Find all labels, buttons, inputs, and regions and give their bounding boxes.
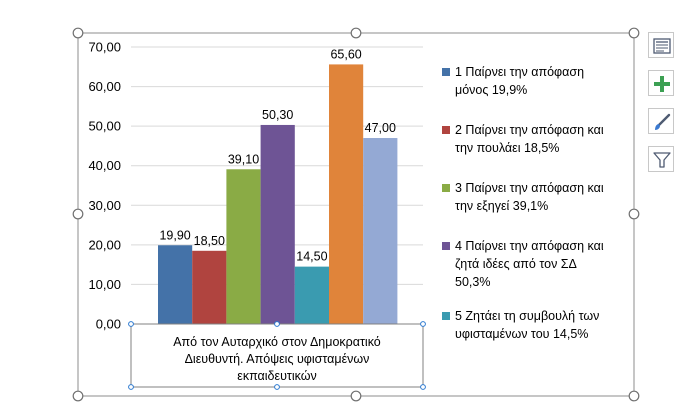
selection-handles[interactable] [72,27,640,402]
bar[interactable] [158,245,193,324]
chart-filters-button[interactable] [648,146,674,172]
legend-label: την εξηγεί 39,1% [455,199,548,213]
legend-label: υφισταμένων του 14,5% [455,327,588,341]
y-tick-label: 50,00 [88,119,121,134]
legend-label: 2 Παίρνει την απόφαση και [455,123,604,137]
y-tick-label: 70,00 [88,40,121,55]
bar-value-label: 47,00 [365,121,396,135]
add-chart-element-button[interactable] [648,70,674,96]
legend-label: την πουλάει 18,5% [455,141,559,155]
resize-handle[interactable] [628,390,640,402]
resize-handle[interactable] [350,27,362,39]
resize-handle[interactable] [72,27,84,39]
category-label: Διευθυντή. Απόψεις υφισταμένων [185,352,370,366]
legend-label: 5 Ζητάει τη συμβουλή των [455,309,599,323]
resize-handle[interactable] [350,390,362,402]
chart-elements-button[interactable] [648,32,674,58]
category-selection-handle[interactable] [274,321,280,327]
category-label: Από τον Αυταρχικό στον Δημοκρατικό [173,335,381,349]
filter-icon [653,152,671,168]
resize-handle[interactable] [628,208,640,220]
bar[interactable] [329,64,364,324]
legend-swatch [442,126,450,134]
chart-styles-button[interactable] [648,108,674,134]
category-axis-label-box[interactable]: Από τον Αυταρχικό στον Δημοκρατικό Διευθυ… [128,321,426,390]
bar-value-label: 18,50 [194,234,225,248]
bar[interactable] [192,250,227,324]
y-tick-label: 0,00 [96,317,121,332]
bars [158,64,398,324]
y-tick-label: 40,00 [88,158,121,173]
category-selection-handle[interactable] [128,321,134,327]
bar-value-label: 14,50 [296,250,327,264]
y-tick-label: 60,00 [88,79,121,94]
legend-label: 50,3% [455,275,490,289]
category-label: εκπαιδευτικών [237,369,316,383]
resize-handle[interactable] [72,208,84,220]
category-selection-handle[interactable] [420,384,426,390]
bar[interactable] [363,138,398,324]
data-labels: 19,90 18,50 39,10 50,30 14,50 65,60 47,00 [159,47,396,263]
y-tick-label: 30,00 [88,198,121,213]
y-tick-label: 10,00 [88,277,121,292]
legend-swatch [442,68,450,76]
bar[interactable] [260,124,295,324]
y-tick-label: 20,00 [88,237,121,252]
legend-swatch [442,242,450,250]
brush-icon [655,113,671,130]
bar-value-label: 65,60 [330,47,361,61]
category-selection-handle[interactable] [274,384,280,390]
legend[interactable]: 1 Παίρνει την απόφαση μόνος 19,9% 2 Παίρνε… [442,65,604,341]
category-selection-handle[interactable] [420,321,426,327]
y-axis: 0,00 10,00 20,00 30,00 40,00 50,00 60,00 70,00 [88,40,121,332]
resize-handle[interactable] [628,27,640,39]
resize-handle[interactable] [72,390,84,402]
bar[interactable] [226,169,261,324]
legend-label: 3 Παίρνει την απόφαση και [455,181,604,195]
bar-value-label: 39,10 [228,152,259,166]
legend-label: ζητά ιδέες από τον ΣΔ [455,257,577,271]
bar-value-label: 19,90 [159,228,190,242]
category-selection-handle[interactable] [128,384,134,390]
bar-value-label: 50,30 [262,108,293,122]
legend-swatch [442,312,450,320]
chart-elements-icon [653,38,671,54]
legend-swatch [442,184,450,192]
legend-label: 1 Παίρνει την απόφαση [455,65,584,79]
legend-label: μόνος 19,9% [455,83,527,97]
legend-label: 4 Παίρνει την απόφαση και [455,239,604,253]
plus-icon [654,76,670,92]
bar[interactable] [294,266,329,324]
